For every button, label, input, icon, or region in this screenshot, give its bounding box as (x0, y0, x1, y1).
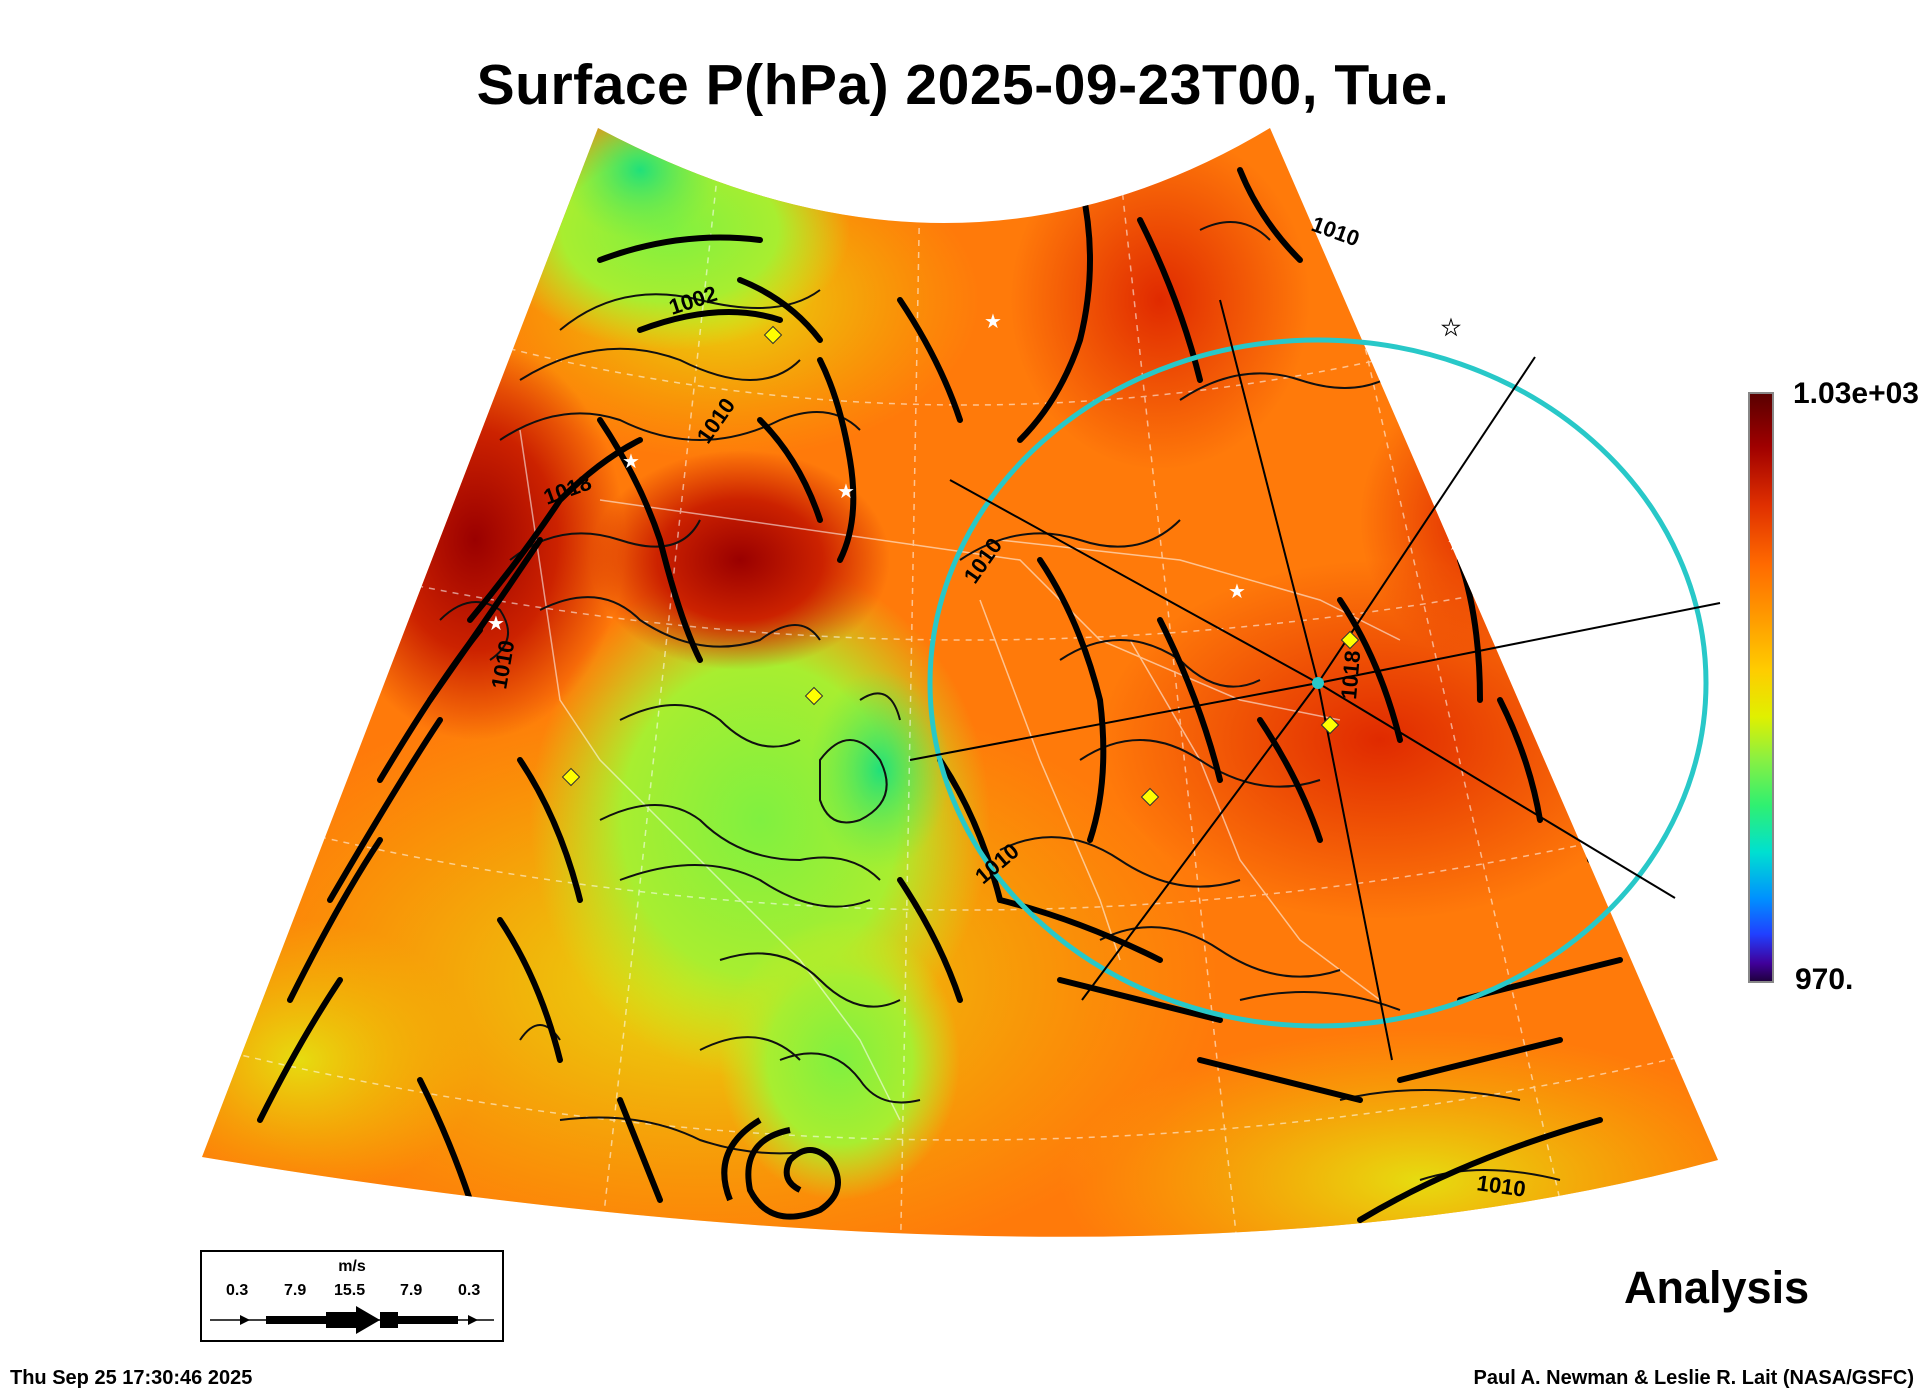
chart-title: Surface P(hPa) 2025-09-23T00, Tue. (476, 53, 1450, 117)
timestamp: Thu Sep 25 17:30:46 2025 (10, 1367, 253, 1389)
credit: Paul A. Newman & Leslie R. Lait (NASA/GS… (1473, 1367, 1914, 1389)
diamond-marker-icon (763, 325, 783, 345)
legend-value: 7.9 (284, 1282, 307, 1299)
diamond-marker-icon (1320, 715, 1340, 735)
wind-speed-legend: m/s 0.3 7.9 15.5 7.9 0.3 (200, 1250, 504, 1342)
star-marker-icon: ★ (1441, 315, 1461, 340)
grid-lines (219, 149, 1711, 1237)
diamond-marker-icon (561, 767, 581, 787)
center-marker-icon (1312, 677, 1324, 689)
wind-arrow-icon (210, 1306, 494, 1334)
station-markers: ★ ★ ★ ★ ★ ★ ★ (487, 311, 1465, 807)
colorbar-min-label: 970. (1795, 963, 1854, 996)
star-marker-icon: ★ (1447, 533, 1465, 555)
range-ring (909, 299, 1721, 1061)
legend-value: 15.5 (334, 1282, 366, 1299)
star-marker-icon: ★ (984, 311, 1002, 333)
isobars (439, 221, 1561, 1181)
analysis-label: Analysis (1624, 1262, 1810, 1313)
legend-value: 0.3 (458, 1282, 481, 1299)
legend-unit: m/s (338, 1258, 366, 1275)
diamond-marker-icon (804, 686, 824, 706)
star-marker-icon: ★ (837, 481, 855, 503)
legend-value: 0.3 (226, 1282, 249, 1299)
contour-label: 1018 (1336, 649, 1365, 700)
diamond-marker-icon (1140, 787, 1160, 807)
diamond-marker-icon (1340, 630, 1360, 650)
star-marker-icon: ★ (622, 451, 640, 473)
colorbar-max-label: 1.03e+03 (1793, 377, 1919, 410)
star-marker-icon: ★ (487, 613, 505, 635)
storm-swirl (721, 1117, 841, 1220)
legend-value: 7.9 (400, 1282, 423, 1299)
colorbar (1748, 392, 1774, 983)
pressure-field (202, 128, 1718, 1237)
star-marker-icon: ★ (1228, 581, 1246, 603)
